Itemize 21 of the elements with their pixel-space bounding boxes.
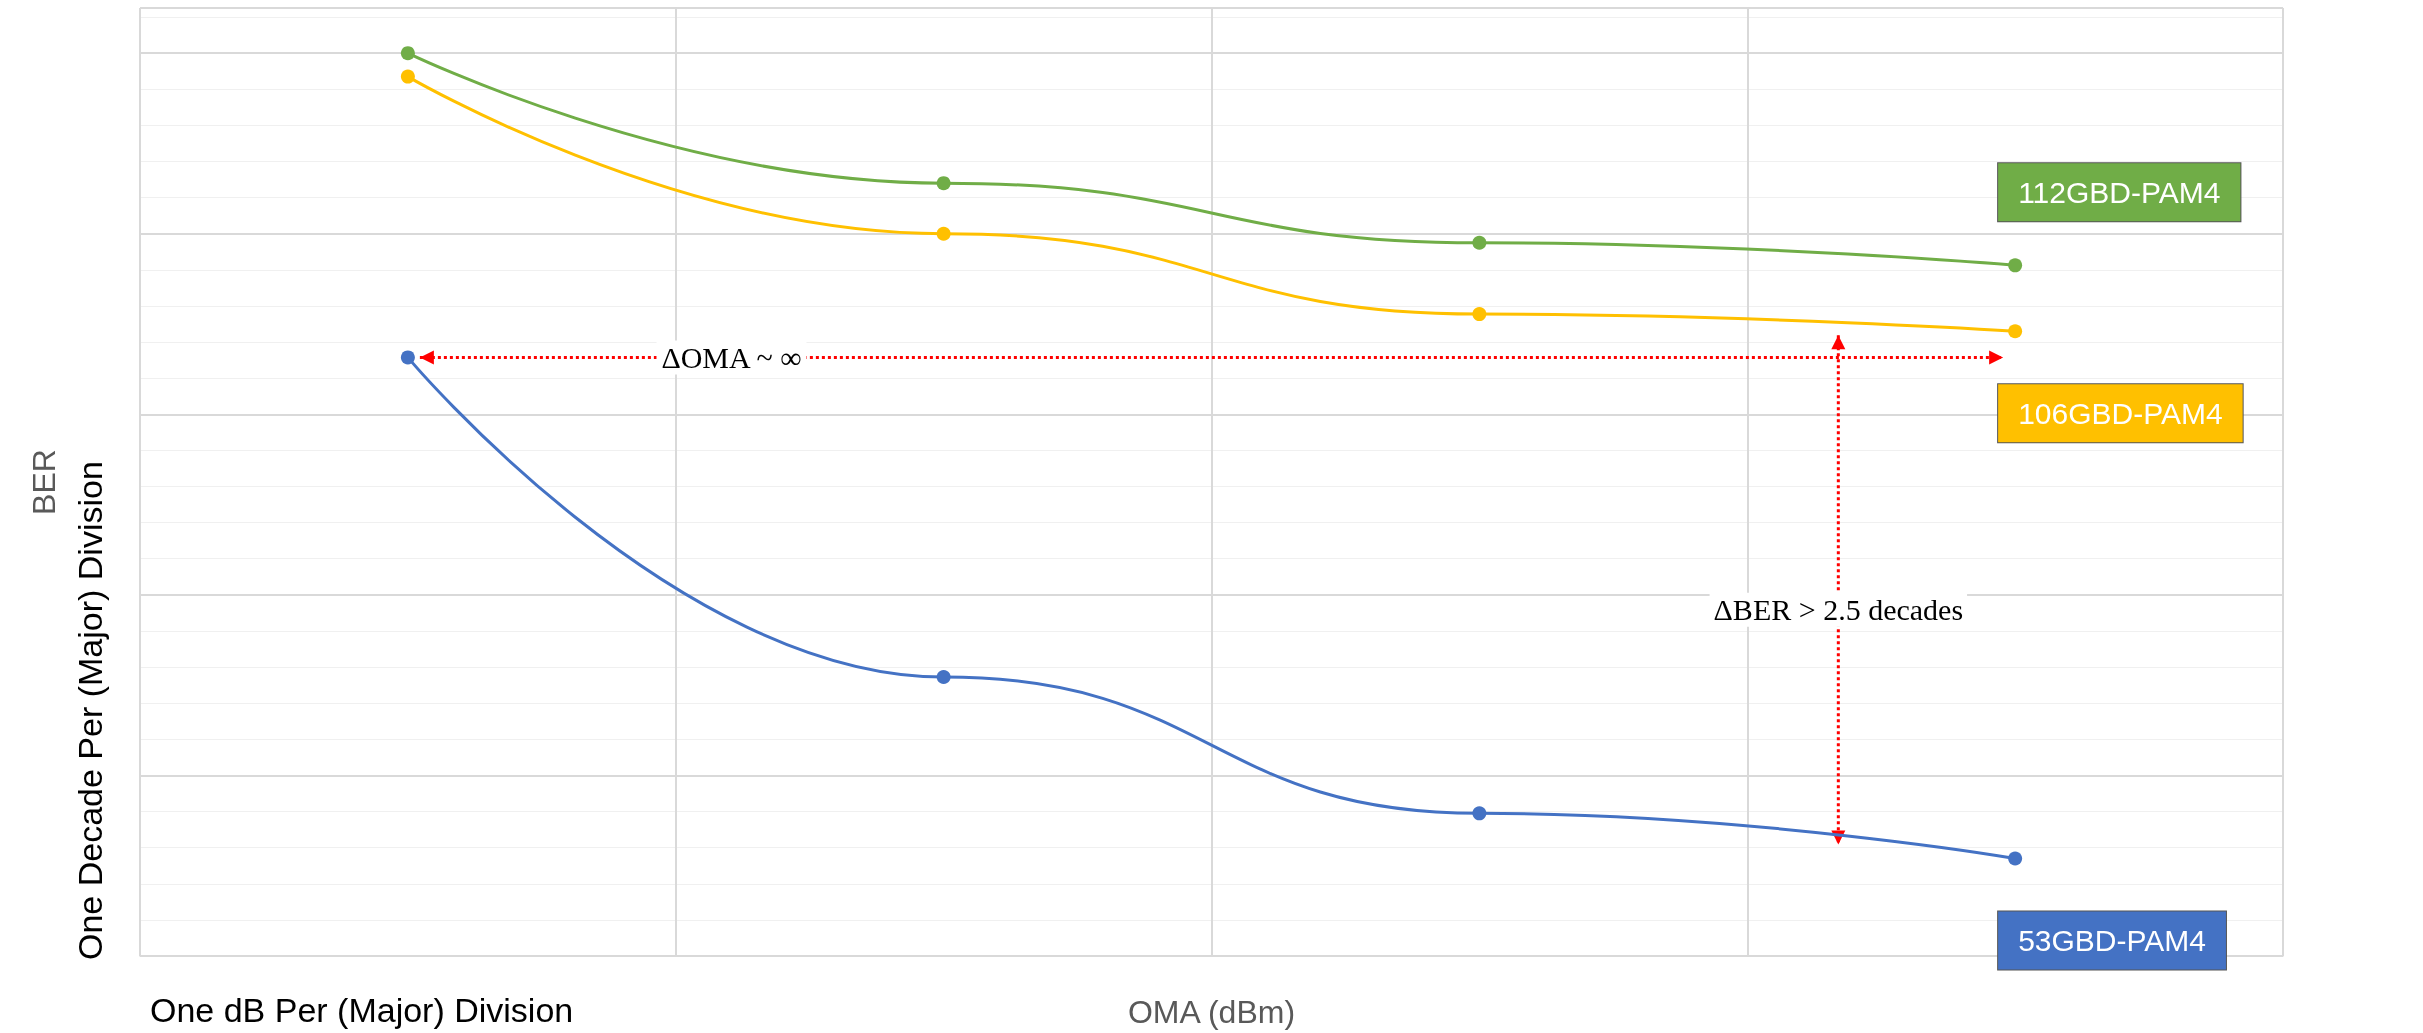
point (2008, 258, 2023, 273)
point (400, 69, 415, 84)
annotation: ΔOMA ~ ∞ (661, 340, 802, 374)
annotation: ΔBER > 2.5 decades (1713, 593, 1964, 627)
point (400, 350, 415, 365)
series-label: 112GBD-PAM4 (2018, 175, 2221, 209)
x-axis-title: OMA (dBm) (1127, 994, 1296, 1030)
y-axis-title: BER (26, 449, 62, 515)
point (2008, 851, 2023, 866)
point (1472, 307, 1487, 322)
series-label: 106GBD-PAM4 (2018, 396, 2223, 430)
point (936, 176, 951, 191)
text: One Decade Per (Major) Division (71, 461, 109, 960)
point (1472, 806, 1487, 821)
point (1472, 235, 1487, 250)
point (936, 226, 951, 241)
text: One dB Per (Major) Division (150, 991, 574, 1029)
point (936, 670, 951, 685)
point (400, 46, 415, 61)
series-label: 53GBD-PAM4 (2018, 923, 2206, 957)
point (2008, 324, 2023, 339)
